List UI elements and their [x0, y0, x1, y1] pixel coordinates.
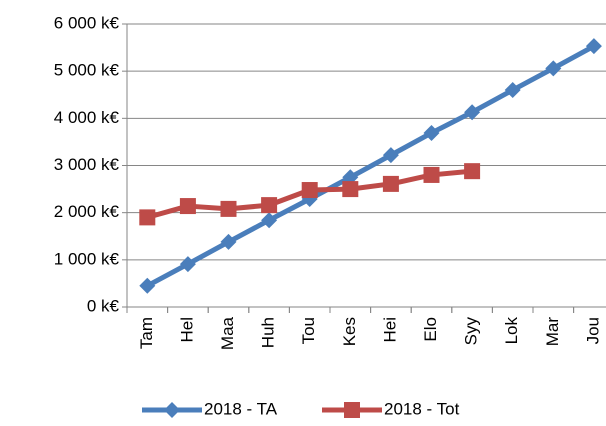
x-tick-label: Hel: [177, 317, 196, 343]
marker: [504, 82, 521, 99]
marker: [545, 60, 562, 77]
y-tick-label: 0 k€: [87, 296, 120, 315]
marker: [301, 182, 318, 199]
marker: [220, 200, 237, 217]
marker: [423, 124, 440, 141]
y-tick-label: 5 000 k€: [54, 61, 120, 80]
x-tick-label: Mar: [543, 317, 562, 347]
x-tick-label: Tam: [137, 317, 156, 349]
legend-label: 2018 - Tot: [384, 399, 460, 418]
x-tick-label: Hei: [380, 317, 399, 343]
y-tick-label: 4 000 k€: [54, 108, 120, 127]
x-tick-label: Jou: [583, 317, 602, 344]
marker: [382, 147, 399, 164]
x-tick-label: Huh: [259, 317, 278, 348]
marker: [382, 175, 399, 192]
y-tick-label: 6 000 k€: [54, 13, 120, 32]
marker: [139, 209, 156, 226]
y-tick-label: 3 000 k€: [54, 155, 120, 174]
x-tick-label: Kes: [340, 317, 359, 346]
marker: [585, 38, 602, 55]
marker: [344, 402, 360, 418]
legend-label: 2018 - TA: [204, 399, 278, 418]
marker: [164, 402, 180, 418]
x-tick-label: Lok: [502, 317, 521, 345]
y-tick-label: 2 000 k€: [54, 202, 120, 221]
x-tick-label: Tou: [299, 317, 318, 344]
marker: [464, 163, 481, 180]
marker: [423, 166, 440, 183]
x-tick-label: Elo: [421, 317, 440, 342]
marker: [139, 277, 156, 294]
series-line: [146, 43, 596, 288]
y-tick-label: 1 000 k€: [54, 249, 120, 268]
marker: [261, 197, 278, 214]
marker: [464, 104, 481, 121]
marker: [220, 233, 237, 250]
x-tick-label: Maa: [218, 316, 237, 350]
marker: [261, 212, 278, 229]
marker: [342, 181, 359, 198]
x-tick-label: Syy: [462, 317, 481, 346]
marker: [179, 198, 196, 215]
marker: [179, 256, 196, 273]
